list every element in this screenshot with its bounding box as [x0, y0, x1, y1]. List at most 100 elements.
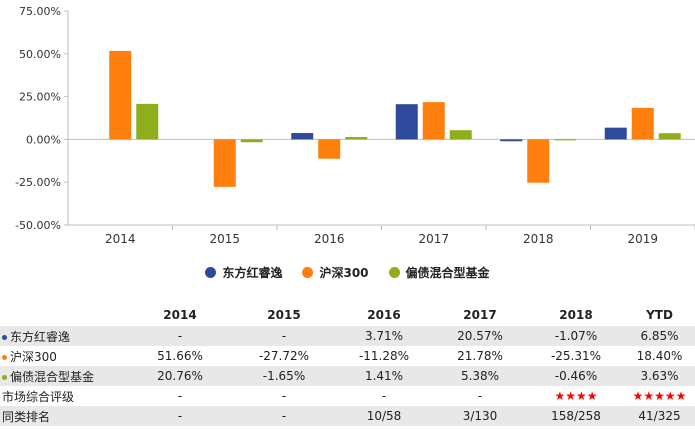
- table-header-cell: 2015: [267, 308, 301, 322]
- table-cell: -0.46%: [528, 366, 624, 386]
- bar-series1-2016: [291, 133, 314, 140]
- legend-item-series3: 偏债混合型基金: [388, 264, 490, 281]
- table-cell: -11.28%: [358, 349, 410, 363]
- table-cell: 1.41%: [336, 366, 432, 386]
- row-dot-icon: [2, 354, 7, 360]
- table-cell: 21.78%: [457, 349, 503, 363]
- performance-table: 2014 2015 2016 2017 2018 YTD 东方红睿逸 - -3.71…: [0, 304, 695, 426]
- row-label-text: 同类排名: [2, 409, 51, 424]
- legend-item-series2: 沪深300: [302, 264, 369, 281]
- legend-item-series1: 东方红睿逸: [205, 264, 282, 281]
- table-cell: 158/258: [528, 406, 624, 426]
- table-cell: 20.76%: [128, 366, 232, 386]
- table-row-label: 偏债混合型基金: [0, 366, 128, 386]
- y-tick-label: 0.00%: [26, 133, 61, 146]
- table-header-row: 2014 2015 2016 2017 2018 YTD: [0, 304, 695, 326]
- bar-series2-2017: [422, 102, 445, 140]
- table-cell: -: [177, 389, 183, 403]
- table-cell: 5.38%: [432, 366, 528, 386]
- table-cell: 18.40%: [636, 349, 683, 363]
- row-label-text: 偏债混合型基金: [10, 369, 95, 384]
- table-cell: -: [128, 406, 232, 426]
- bar-chart-svg: 75.00% 50.00% 25.00% 0.00% -25.00% -50.00% 201…: [15, 5, 695, 246]
- table-cell: -: [477, 389, 483, 403]
- row-label-text: 沪深300: [10, 349, 57, 364]
- table-row: 东方红睿逸 - -3.71% 20.57% -1.07% 6.85%: [0, 326, 695, 346]
- table-cell: 3.63%: [624, 366, 695, 386]
- y-tick-label: 75.00%: [19, 5, 61, 18]
- table-header-cell: 2017: [463, 308, 497, 322]
- y-tick-label: -50.00%: [15, 219, 61, 232]
- bar-series3-2018: [554, 139, 577, 141]
- rating-stars: ★★★★: [554, 389, 598, 403]
- x-tick-label: 2019: [627, 232, 658, 246]
- table-header-cell: YTD: [646, 308, 673, 322]
- bar-series3-2014: [136, 103, 159, 140]
- bar-series2-2014: [109, 50, 132, 140]
- table-row-label: 沪深300: [0, 346, 128, 366]
- table-cell: -: [381, 389, 387, 403]
- table-row-label: 市场综合评级: [0, 386, 128, 406]
- table-cell: ★★★★★: [624, 386, 695, 406]
- table-cell: -1.07%: [528, 326, 624, 346]
- row-label-text: 东方红睿逸: [10, 329, 71, 344]
- y-tick-label: -25.00%: [15, 176, 61, 189]
- table-row: 同类排名 - -10/58 3/130 158/258 41/325: [0, 406, 695, 426]
- table-row: 偏债混合型基金 20.76% -1.65% 1.41% 5.38% -0.46% 3.63%: [0, 366, 695, 386]
- table-cell: -: [232, 406, 336, 426]
- rating-stars: ★★★★★: [632, 389, 687, 403]
- table-cell: -1.65%: [232, 366, 336, 386]
- y-tick-label: 50.00%: [19, 48, 61, 61]
- bar-series1-2019: [604, 127, 627, 140]
- row-label-text: 市场综合评级: [2, 389, 75, 404]
- legend-dot-series3: [388, 266, 400, 278]
- table-cell: 6.85%: [624, 326, 695, 346]
- table-header-cell: 2018: [559, 308, 593, 322]
- legend-dot-series1: [205, 266, 217, 278]
- x-tick-label: 2014: [105, 232, 136, 246]
- chart-legend: 东方红睿逸 沪深300 偏债混合型基金: [0, 262, 695, 282]
- table-body: 东方红睿逸 - -3.71% 20.57% -1.07% 6.85% 沪深300 51.66%…: [0, 326, 695, 426]
- legend-label-series3: 偏债混合型基金: [405, 265, 490, 280]
- bar-series3-2016: [345, 136, 368, 140]
- table-cell: 3/130: [432, 406, 528, 426]
- x-tick-label: 2016: [314, 232, 345, 246]
- legend-label-series1: 东方红睿逸: [222, 265, 283, 280]
- table-header-cell: 2014: [163, 308, 197, 322]
- table-cell: -: [128, 326, 232, 346]
- table-cell: -: [232, 326, 336, 346]
- performance-chart: 75.00% 50.00% 25.00% 0.00% -25.00% -50.00% 201…: [0, 5, 695, 282]
- table-cell: 51.66%: [157, 349, 203, 363]
- legend-dot-series2: [302, 266, 314, 278]
- bar-series3-2015: [240, 139, 263, 143]
- table-row-label: 同类排名: [0, 406, 128, 426]
- table-cell: -27.72%: [258, 349, 310, 363]
- bar-series2-2018: [527, 139, 550, 183]
- x-tick-label: 2015: [209, 232, 240, 246]
- table-row: 沪深300 51.66% -27.72% -11.28% 21.78% -25.31% 18…: [0, 346, 695, 366]
- bar-series1-2017: [395, 104, 418, 140]
- table-cell: 20.57%: [432, 326, 528, 346]
- table-cell: 10/58: [336, 406, 432, 426]
- table-header-cell: 2016: [367, 308, 401, 322]
- legend-label-series2: 沪深300: [319, 265, 369, 280]
- table-cell: 3.71%: [336, 326, 432, 346]
- bar-series3-2017: [449, 130, 472, 140]
- y-tick-label: 25.00%: [19, 91, 61, 104]
- x-tick-label: 2017: [418, 232, 449, 246]
- table-row-label: 东方红睿逸: [0, 326, 128, 346]
- bar-series1-2018: [500, 139, 523, 142]
- bar-series2-2016: [318, 139, 341, 159]
- row-dot-icon: [2, 374, 7, 380]
- row-dot-icon: [2, 334, 7, 340]
- table-cell: 41/325: [624, 406, 695, 426]
- table-row: 市场综合评级 - - - - ★★★★ ★★★★★: [0, 386, 695, 406]
- bar-series2-2015: [213, 139, 236, 187]
- table-cell: -25.31%: [550, 349, 602, 363]
- table-header-cell: [0, 304, 128, 326]
- table-cell: ★★★★: [528, 386, 624, 406]
- bar-series2-2019: [631, 107, 654, 140]
- table-cell: -: [281, 389, 287, 403]
- x-tick-label: 2018: [523, 232, 554, 246]
- bar-series3-2019: [658, 133, 681, 140]
